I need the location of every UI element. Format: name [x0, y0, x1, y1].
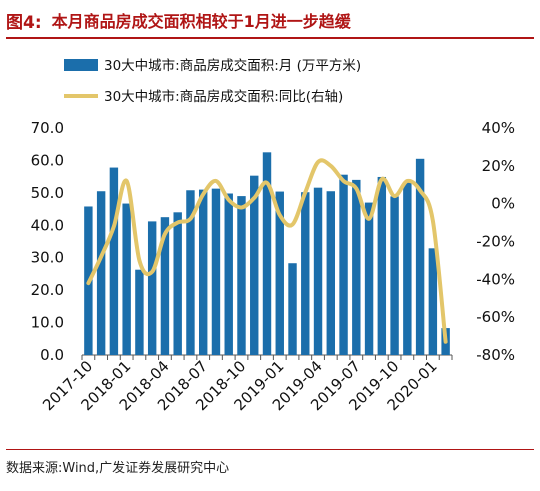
- bar-2018-05: [173, 212, 182, 355]
- bar-2019-11: [403, 182, 412, 355]
- bar-2019-04: [313, 187, 323, 355]
- y-right-tick-label: -40%: [476, 270, 515, 288]
- bar-2018-09: [224, 193, 233, 355]
- y-left-tick-label: 70.0: [31, 119, 64, 137]
- bar-2018-01: [122, 203, 131, 355]
- chart: 30大中城市:商品房成交面积:月 (万平方米) 30大中城市:商品房成交面积:同…: [31, 57, 515, 414]
- bar-2018-07: [198, 189, 208, 355]
- legend-bar-label: 30大中城市:商品房成交面积:月 (万平方米): [104, 57, 361, 74]
- y-left-tick-label: 30.0: [31, 249, 64, 267]
- bar-2019-09: [377, 176, 387, 355]
- y-left-tick-label: 0.0: [40, 346, 64, 364]
- y-left-tick-label: 20.0: [31, 281, 64, 299]
- bar-2018-11: [250, 175, 259, 355]
- y-right-tick-label: 40%: [482, 119, 515, 137]
- y-right-tick-label: -60%: [476, 308, 515, 326]
- figure-title-row: 图4: 本月商品房成交面积相较于1月进一步趋缓: [6, 6, 534, 34]
- y-right-tick-label: -20%: [476, 233, 515, 251]
- bar-2019-07: [352, 179, 361, 355]
- bar-2017-12: [109, 167, 119, 355]
- line-yoy-path: [86, 158, 448, 344]
- bar-2019-02: [288, 263, 297, 355]
- line-series: [86, 158, 448, 344]
- bar-2018-03: [147, 221, 157, 355]
- y-left-tick-label: 60.0: [31, 151, 64, 169]
- bar-2018-08: [211, 188, 221, 355]
- bar-2019-10: [390, 196, 399, 355]
- bar-2018-12: [262, 152, 272, 355]
- title-divider: [6, 37, 534, 39]
- legend: 30大中城市:商品房成交面积:月 (万平方米) 30大中城市:商品房成交面积:同…: [64, 57, 361, 105]
- bar-2018-02: [135, 269, 144, 355]
- figure-label: 图4:: [6, 12, 42, 33]
- y-left-tick-label: 10.0: [31, 314, 64, 332]
- source-note: 数据来源:Wind,广发证券发展研究中心: [6, 461, 230, 476]
- y-left-tick-label: 40.0: [31, 216, 64, 234]
- footer-divider: [6, 449, 534, 450]
- figure-title: 本月商品房成交面积相较于1月进一步趋缓: [51, 12, 351, 31]
- bar-2018-10: [237, 196, 246, 355]
- legend-bar-swatch: [64, 59, 98, 71]
- bar-2018-04: [160, 217, 170, 355]
- legend-line-label: 30大中城市:商品房成交面积:同比(右轴): [104, 88, 343, 105]
- bar-series: [84, 152, 450, 355]
- bar-2020-01: [428, 248, 438, 355]
- y-right-tick-label: 20%: [482, 157, 515, 175]
- y-right-tick-label: -80%: [476, 346, 515, 364]
- bar-2019-01: [275, 191, 284, 355]
- bar-2019-08: [364, 202, 374, 355]
- bar-2017-11: [96, 191, 106, 355]
- bar-2019-03: [301, 192, 310, 355]
- bar-2018-06: [186, 190, 195, 355]
- bar-2019-05: [326, 191, 336, 355]
- bar-2019-12: [415, 158, 425, 355]
- y-left-tick-label: 50.0: [31, 184, 64, 202]
- bar-2019-06: [339, 174, 348, 355]
- y-right-tick-label: 0%: [491, 195, 515, 213]
- axes: [81, 354, 453, 360]
